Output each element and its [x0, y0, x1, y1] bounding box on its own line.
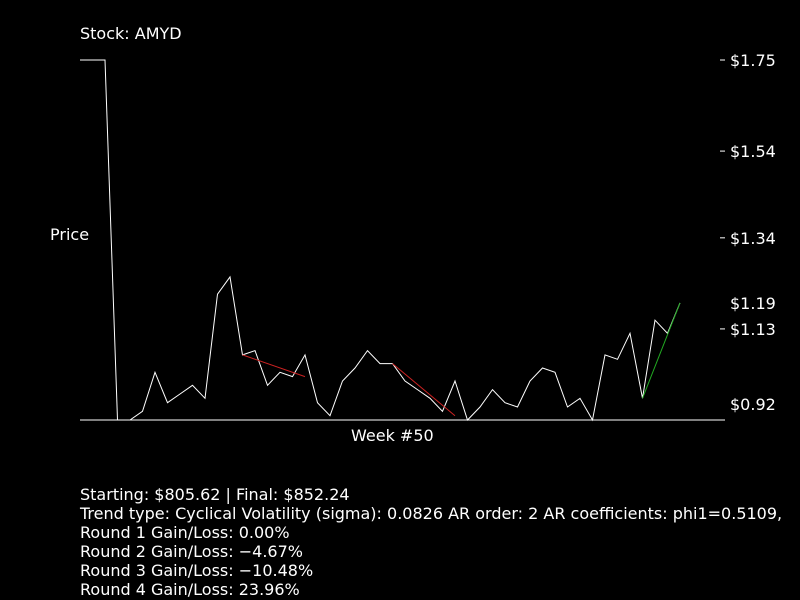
stats-round-3: Round 3 Gain/Loss: −10.48% — [80, 561, 314, 580]
y-tick-label: $1.13 — [730, 320, 776, 339]
price-line — [80, 59, 681, 422]
y-marker-label: $1.19 — [730, 294, 776, 313]
stats-round-2: Round 2 Gain/Loss: −4.67% — [80, 542, 303, 561]
y-tick-label: $1.54 — [730, 142, 776, 161]
x-axis-label: Week #50 — [351, 426, 434, 445]
stats-trend-type: Trend type: Cyclical Volatility (sigma):… — [80, 504, 783, 523]
stats-start-final: Starting: $805.62 | Final: $852.24 — [80, 485, 350, 504]
trend-segment-1 — [242, 354, 306, 378]
y-tick-label: $1.34 — [730, 229, 776, 248]
chart-title: Stock: AMYD — [80, 24, 182, 43]
y-axis-label: Price — [50, 225, 90, 244]
y-tick-label: $1.75 — [730, 51, 776, 70]
trend-segment-3 — [642, 302, 681, 399]
stats-round-1: Round 1 Gain/Loss: 0.00% — [80, 523, 290, 542]
trend-segment-2 — [392, 363, 456, 417]
price-chart: $1.75 $1.54 $1.34 $1.13 $1.19 $0.92 — [80, 51, 776, 422]
stats-panel: Starting: $805.62 | Final: $852.24 Trend… — [80, 485, 782, 599]
stats-round-4: Round 4 Gain/Loss: 23.96% — [80, 580, 300, 599]
y-marker-label: $0.92 — [730, 395, 776, 414]
